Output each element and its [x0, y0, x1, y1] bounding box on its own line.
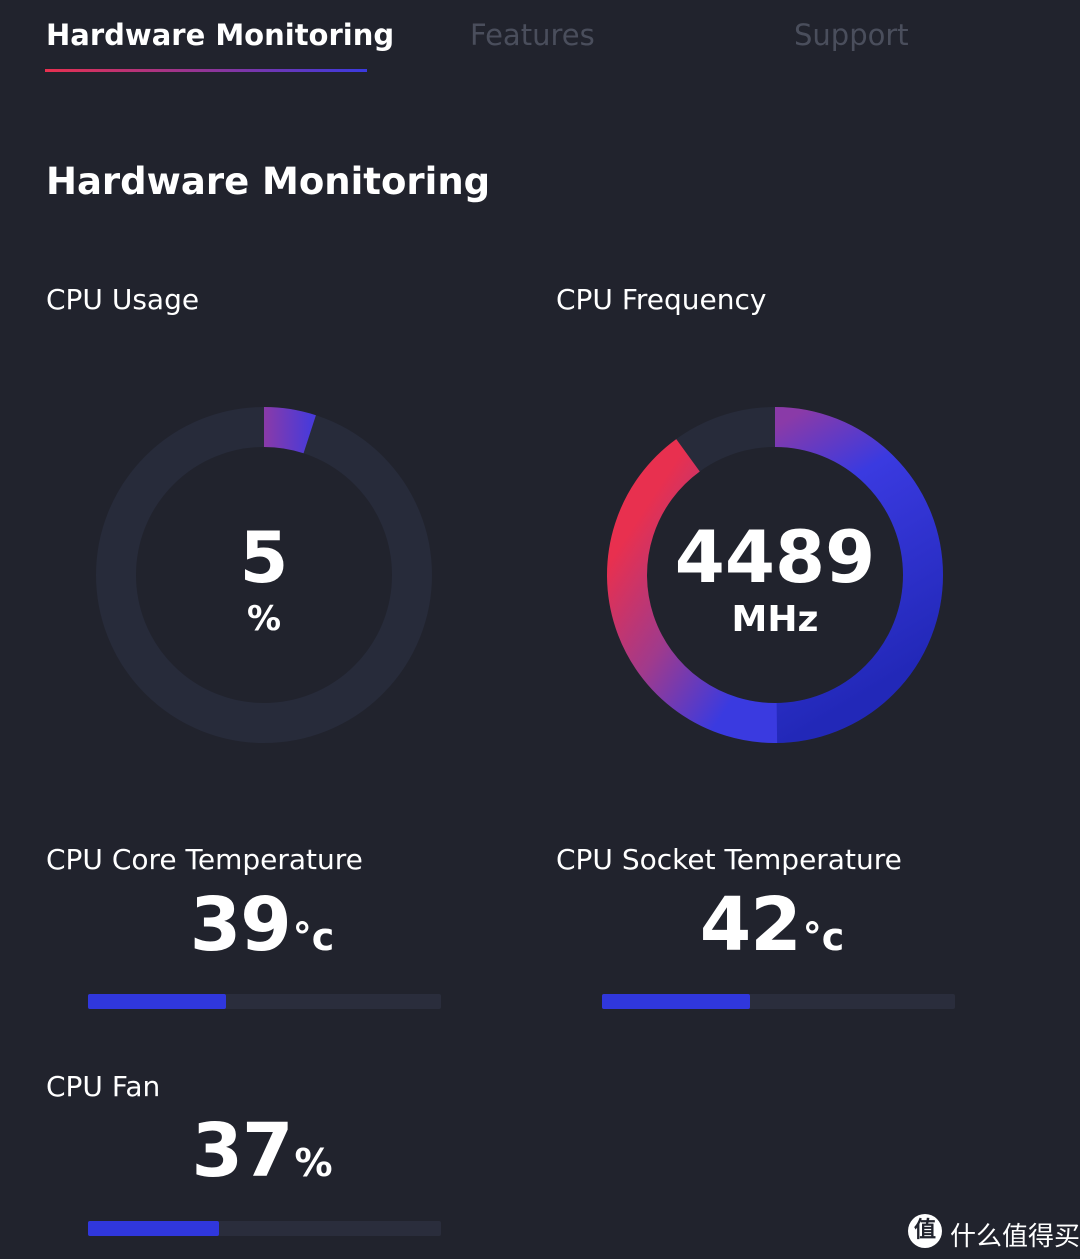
cpu-usage-label: CPU Usage — [46, 283, 200, 316]
cpu-socket-temp-label: CPU Socket Temperature — [556, 843, 902, 876]
cpu-frequency-arc-right — [774, 407, 943, 743]
cpu-core-temp-value: 39 — [189, 882, 292, 968]
watermark-text: 什么值得买 — [950, 1222, 1080, 1252]
cpu-frequency-value: 4489 — [674, 515, 876, 599]
cpu-frequency-arc-left — [607, 439, 778, 743]
cpu-socket-temp-value: 42 — [699, 882, 802, 968]
page-title: Hardware Monitoring — [46, 160, 491, 203]
cpu-socket-temp-unit: °c — [802, 915, 845, 959]
tab-support[interactable]: Support — [794, 18, 909, 52]
cpu-usage-unit: % — [246, 599, 282, 639]
cpu-usage-ring — [96, 407, 432, 743]
cpu-core-temp-bar — [88, 994, 441, 1009]
watermark-logo-icon: 值 — [908, 1214, 942, 1248]
cpu-usage-arc — [263, 407, 316, 454]
cpu-core-temp-readout: 39°c — [82, 882, 442, 968]
cpu-fan-value: 37 — [191, 1108, 293, 1194]
cpu-frequency-gauge: 4489 MHz — [607, 407, 943, 743]
cpu-fan-bar-fill — [88, 1221, 219, 1236]
cpu-frequency-ring — [607, 407, 943, 743]
cpu-socket-temp-bar-fill — [602, 994, 751, 1009]
cpu-fan-unit: % — [294, 1141, 333, 1185]
cpu-fan-label: CPU Fan — [46, 1070, 161, 1103]
cpu-core-temp-bar-fill — [88, 994, 226, 1009]
cpu-frequency-unit: MHz — [731, 599, 819, 640]
tab-hardware-monitoring[interactable]: Hardware Monitoring — [46, 18, 395, 52]
cpu-usage-gauge: 5 % — [96, 407, 432, 743]
active-tab-indicator — [45, 69, 367, 72]
cpu-socket-temp-bar — [602, 994, 955, 1009]
cpu-fan-readout: 37% — [82, 1108, 442, 1194]
cpu-fan-bar — [88, 1221, 441, 1236]
tab-bar: Hardware Monitoring Features Support — [0, 0, 1080, 80]
cpu-socket-temp-readout: 42°c — [592, 882, 952, 968]
cpu-frequency-label: CPU Frequency — [556, 283, 767, 316]
cpu-usage-value: 5 — [239, 517, 289, 599]
tab-features[interactable]: Features — [470, 18, 595, 52]
cpu-core-temp-unit: °c — [292, 915, 335, 959]
cpu-core-temp-label: CPU Core Temperature — [46, 843, 363, 876]
